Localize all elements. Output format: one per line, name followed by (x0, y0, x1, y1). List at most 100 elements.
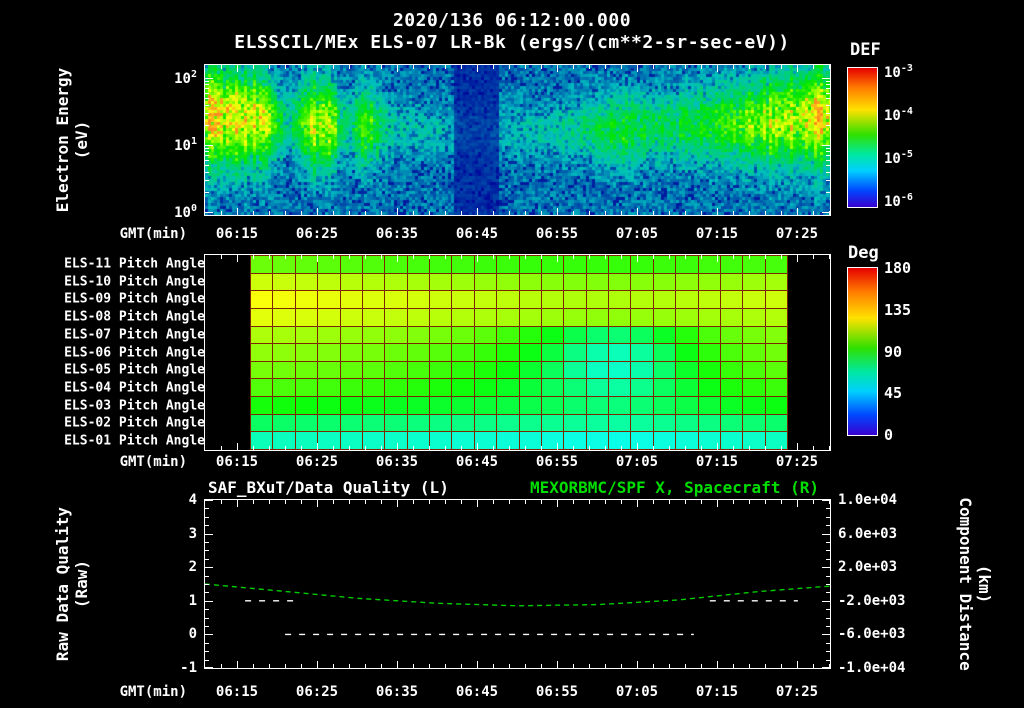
tick-mark (477, 500, 478, 507)
tick-mark (253, 255, 254, 259)
tick-mark (221, 446, 222, 450)
tick-mark (253, 211, 254, 215)
tick-mark (822, 634, 830, 636)
pitch-cell (564, 291, 586, 308)
pitch-cell (362, 273, 385, 291)
tick-mark (653, 446, 654, 450)
pitch-cell (743, 273, 765, 291)
tick-mark (493, 664, 494, 668)
bottom-chart (205, 583, 830, 636)
pitch-cell (251, 291, 273, 308)
pitch-cell (497, 361, 519, 379)
time-tick-label: 07:25 (775, 226, 819, 242)
pitch-cell (720, 397, 743, 414)
tick-mark (205, 165, 209, 167)
tick-mark (493, 211, 494, 215)
tick-mark (797, 255, 798, 262)
time-tick-label: 06:35 (375, 454, 419, 470)
tick-mark (605, 446, 606, 450)
spectrogram-canvas (205, 65, 830, 215)
tick-mark (253, 65, 254, 69)
tick-mark (205, 659, 209, 661)
tick-mark (205, 567, 213, 569)
tick-mark (205, 542, 209, 543)
tick-mark (269, 211, 270, 215)
time-tick-label: 06:15 (215, 226, 259, 242)
tick-mark (829, 446, 830, 450)
tick-mark (525, 446, 526, 450)
tick-mark (653, 65, 654, 69)
tick-mark (333, 446, 334, 450)
pitch-cell (743, 379, 765, 397)
tick-mark (381, 255, 382, 259)
tick-mark (822, 533, 830, 535)
pitch-cell (609, 379, 631, 397)
pitch-cell (318, 414, 340, 432)
pitch-cell (631, 273, 653, 291)
pitch-cell (362, 256, 385, 273)
pitch-cell (273, 361, 295, 379)
tick-mark (365, 211, 366, 215)
spectrogram-ytick-label: 101 (174, 136, 197, 154)
tick-mark (685, 65, 686, 69)
time-tick-label: 07:15 (695, 226, 739, 242)
pitch-cell (407, 397, 429, 414)
tick-mark (701, 500, 702, 504)
pitch-cell (676, 344, 698, 361)
tick-mark (445, 211, 446, 215)
header-title: ELSSCIL/MEx ELS-07 LR-Bk (ergs/(cm**2-sr… (234, 32, 790, 53)
pitch-cell (541, 344, 564, 361)
pitch-row-label: ELS-05 Pitch Angle (64, 362, 205, 378)
tick-mark (269, 500, 270, 504)
tick-mark (637, 65, 638, 72)
pitch-cell (631, 326, 653, 344)
tick-mark (429, 500, 430, 504)
tick-mark (765, 255, 766, 259)
tick-mark (781, 500, 782, 504)
time-tick-label: 06:25 (295, 454, 339, 470)
pitch-cell (541, 414, 564, 432)
pitch-cell (340, 397, 362, 414)
tick-mark (826, 92, 830, 94)
pitch-row-labels: ELS-11 Pitch Angle ELS-10 Pitch Angle ELS-… (40, 255, 205, 450)
pitch-cell (653, 291, 676, 308)
time-tick-label: 06:45 (455, 684, 499, 700)
pitch-cell (720, 256, 743, 273)
pitch-cell (407, 432, 429, 449)
pitch-cell (698, 397, 720, 414)
pitch-cell (474, 256, 497, 273)
pitch-cell (295, 344, 318, 361)
pitch-cell (519, 397, 541, 414)
pitch-cell (295, 397, 318, 414)
pitch-cell (765, 256, 787, 273)
pitch-cell (430, 414, 452, 432)
pitch-row-label: ELS-10 Pitch Angle (64, 274, 205, 290)
tick-mark (269, 446, 270, 450)
pitch-cell (541, 273, 564, 291)
tick-mark (781, 255, 782, 259)
tick-mark (205, 508, 209, 510)
pitch-cell (765, 308, 787, 326)
tick-mark (205, 124, 209, 126)
pitch-cell (295, 432, 318, 449)
tick-mark (237, 443, 238, 450)
tick-mark (621, 500, 622, 504)
tick-mark (301, 255, 302, 259)
pitch-cell (251, 397, 273, 414)
tick-mark (589, 446, 590, 450)
pitch-cell (452, 432, 474, 449)
tick-mark (701, 255, 702, 259)
pitch-cell (452, 344, 474, 361)
pitch-cell (251, 432, 273, 449)
pitch-cell (497, 291, 519, 308)
quality-y-axis-label: Raw Data Quality (Raw) (53, 506, 91, 662)
pitch-cell (743, 432, 765, 449)
time-tick-label: 06:15 (215, 684, 259, 700)
spectrogram-ytick-label: 102 (174, 69, 197, 87)
time-tick-label: 07:15 (695, 684, 739, 700)
tick-mark (797, 443, 798, 450)
tick-mark (253, 664, 254, 668)
distance-ytick-label: 6.0e+03 (838, 525, 898, 542)
pitch-cell (743, 414, 765, 432)
